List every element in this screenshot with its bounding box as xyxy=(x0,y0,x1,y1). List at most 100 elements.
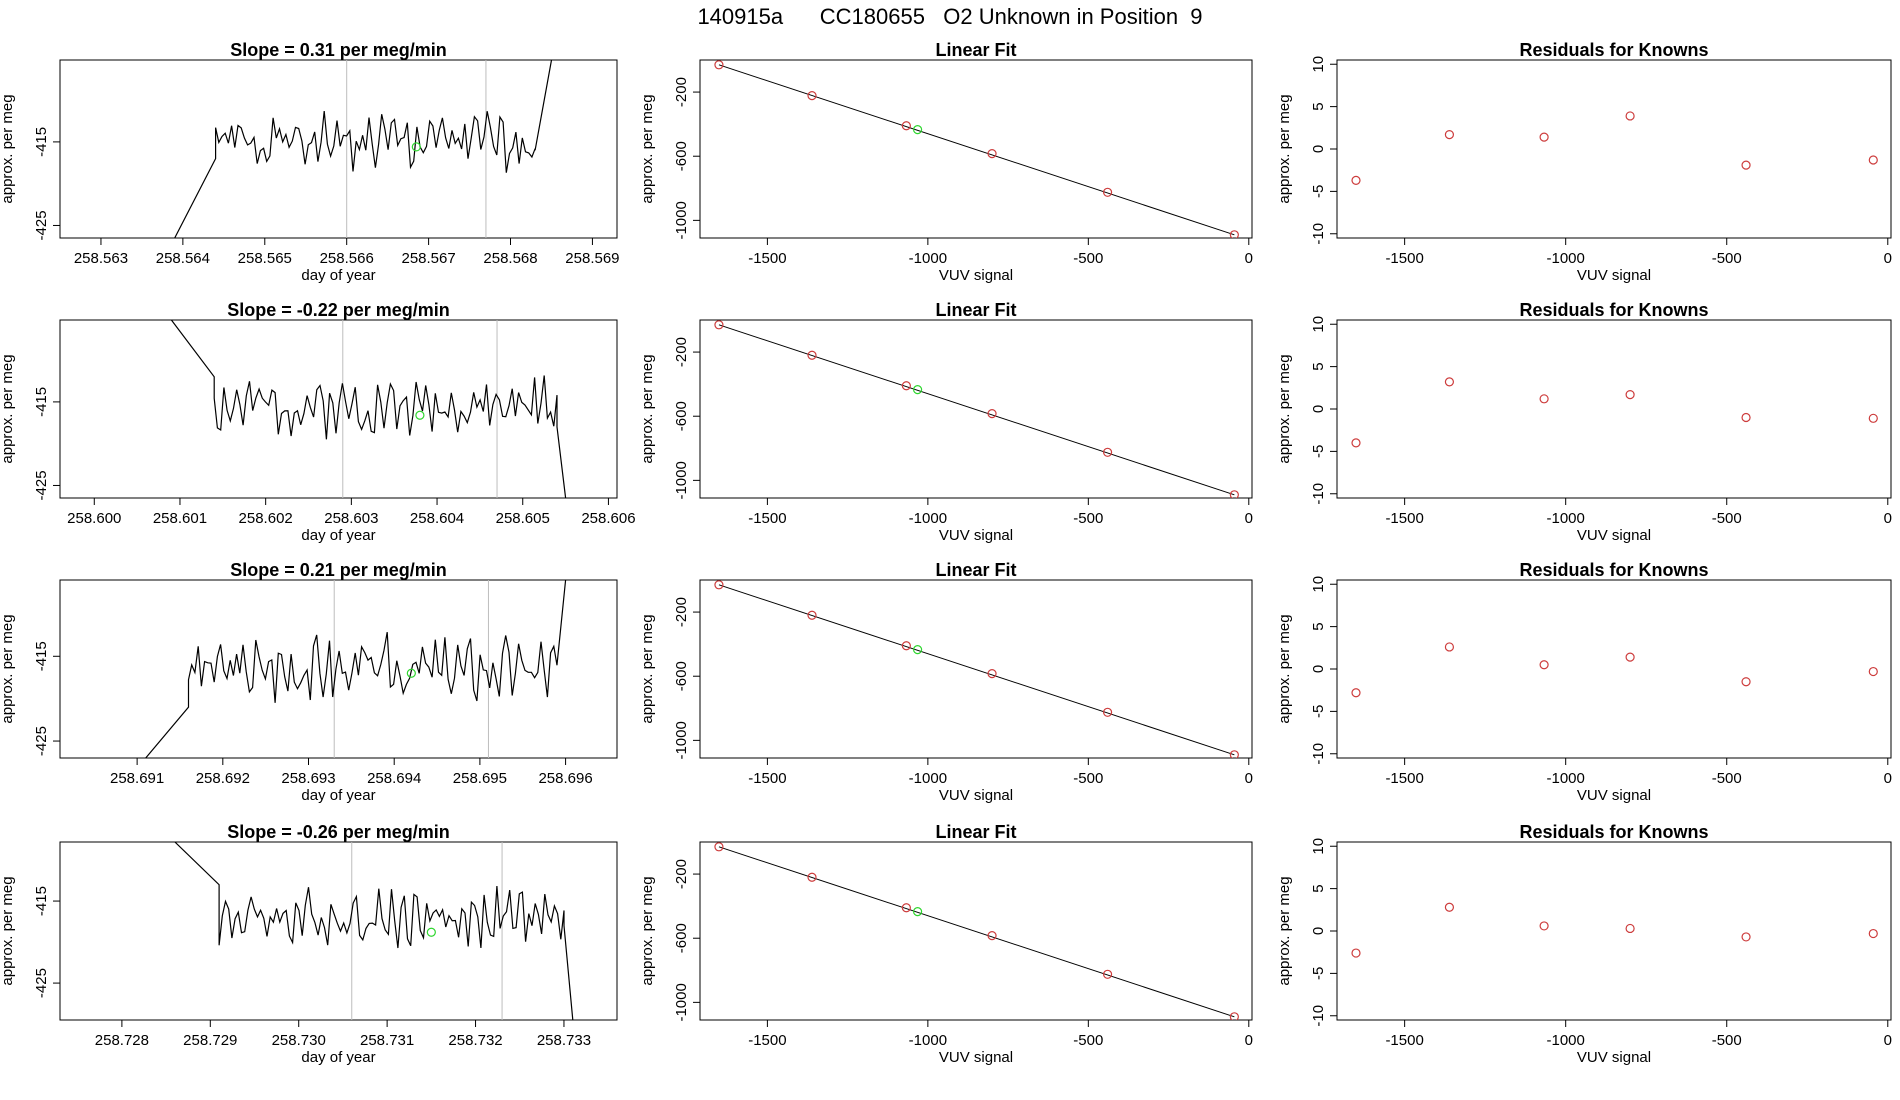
x-tick-label: -500 xyxy=(1073,770,1103,787)
x-axis-label: VUV signal xyxy=(1577,787,1651,804)
y-axis-label: approx. per meg xyxy=(639,354,656,463)
chart-title: Linear Fit xyxy=(935,300,1016,320)
residual-point xyxy=(1741,412,1751,423)
x-tick-label: 0 xyxy=(1245,510,1253,527)
x-tick-label: -500 xyxy=(1712,1032,1742,1049)
panel-drift-3: Slope = -0.26 per meg/min 258.728 258.729 2… xyxy=(0,822,618,1066)
panel-resid-3: Residuals for Knowns -1500 -1000 -500 0 VUV s… xyxy=(1276,822,1892,1066)
x-axis-label: day of year xyxy=(301,527,375,544)
y-tick-label: -425 xyxy=(33,470,50,500)
known-point xyxy=(1102,187,1113,197)
panel-drift-0: Slope = 0.31 per meg/min 258.563 258.564 25… xyxy=(0,40,620,284)
known-point xyxy=(901,903,911,913)
panel-fit-0: Linear Fit -1500 -1000 -500 0 VUV signal -200 -… xyxy=(639,40,1253,284)
y-axis-label: approx. per meg xyxy=(1276,354,1293,463)
unknown-marker xyxy=(406,668,416,678)
plot-frame xyxy=(699,59,1253,239)
chart-title: Slope = -0.22 per meg/min xyxy=(227,300,450,320)
y-tick-label: -200 xyxy=(673,77,690,107)
x-axis-label: VUV signal xyxy=(939,527,1013,544)
plot-area xyxy=(1351,902,1878,958)
x-tick-label: -500 xyxy=(1712,250,1742,267)
unknown-point xyxy=(912,906,923,917)
x-tick-label: 258.696 xyxy=(538,770,592,787)
x-tick-label: 258.695 xyxy=(453,770,507,787)
y-tick-label: -1000 xyxy=(673,983,690,1021)
residual-point xyxy=(1868,155,1878,165)
x-tick-label: 258.600 xyxy=(67,510,121,527)
unknown-point xyxy=(912,124,923,135)
residual-point xyxy=(1539,921,1549,931)
unknown-marker xyxy=(426,927,436,937)
known-point xyxy=(1102,447,1113,457)
page-title: 140915a CC180655 O2 Unknown in Position … xyxy=(697,4,1203,29)
y-tick-label: 5 xyxy=(1310,622,1327,630)
y-tick-label: -600 xyxy=(673,923,690,953)
x-axis-label: VUV signal xyxy=(1577,527,1651,544)
x-tick-label: -1000 xyxy=(909,770,947,787)
y-tick-label: 10 xyxy=(1310,316,1327,333)
panel-resid-1: Residuals for Knowns -1500 -1000 -500 0 VUV s… xyxy=(1276,300,1892,544)
x-tick-label: 258.605 xyxy=(496,510,550,527)
drift-trace xyxy=(174,60,553,238)
plot-area xyxy=(170,320,567,498)
known-point xyxy=(1229,750,1239,758)
plot-frame xyxy=(1336,59,1892,239)
y-tick-label: -1000 xyxy=(673,721,690,759)
y-axis-label: approx. per meg xyxy=(0,614,16,723)
x-tick-label: 258.694 xyxy=(367,770,421,787)
residual-point xyxy=(1741,160,1751,170)
y-tick-label: 0 xyxy=(1310,405,1327,413)
x-tick-label: 258.692 xyxy=(196,770,250,787)
residual-point xyxy=(1539,394,1549,404)
plot-frame xyxy=(699,319,1253,499)
x-tick-label: 258.693 xyxy=(281,770,335,787)
x-tick-label: 258.691 xyxy=(110,770,164,787)
panel-drift-2: Slope = 0.21 per meg/min 258.691 258.692 25… xyxy=(0,560,618,804)
y-tick-label: -415 xyxy=(33,127,50,157)
x-tick-label: -1000 xyxy=(1546,1032,1584,1049)
x-tick-label: 0 xyxy=(1245,1032,1253,1049)
x-tick-label: 258.564 xyxy=(156,250,210,267)
y-axis-label: approx. per meg xyxy=(639,614,656,723)
residual-point xyxy=(1351,948,1361,958)
plot-frame xyxy=(699,579,1253,759)
chart-title: Residuals for Knowns xyxy=(1519,822,1708,842)
x-tick-label: -1500 xyxy=(1385,250,1423,267)
x-tick-label: 258.731 xyxy=(360,1032,414,1049)
residual-point xyxy=(1539,132,1549,142)
x-tick-label: 258.602 xyxy=(239,510,293,527)
panel-drift-1: Slope = -0.22 per meg/min 258.600 258.601 2… xyxy=(0,300,636,544)
x-axis-label: VUV signal xyxy=(939,1049,1013,1066)
x-axis-label: day of year xyxy=(301,1049,375,1066)
y-tick-label: -200 xyxy=(673,859,690,889)
x-tick-label: -1500 xyxy=(1385,770,1423,787)
x-tick-label: -1500 xyxy=(1385,1032,1423,1049)
known-point xyxy=(714,320,724,330)
y-tick-label: -200 xyxy=(673,337,690,367)
y-tick-label: 0 xyxy=(1310,145,1327,153)
x-tick-label: -1000 xyxy=(1546,250,1584,267)
fit-line xyxy=(718,324,1235,496)
x-tick-label: -1000 xyxy=(909,1032,947,1049)
plot-frame xyxy=(59,579,618,759)
y-tick-label: 5 xyxy=(1310,102,1327,110)
plot-area xyxy=(1351,642,1878,698)
x-tick-label: 258.603 xyxy=(324,510,378,527)
panel-resid-0: Residuals for Knowns -1500 -1000 -500 0 VUV s… xyxy=(1276,40,1892,284)
plot-area xyxy=(1351,377,1878,448)
known-point xyxy=(807,350,817,360)
y-tick-label: 0 xyxy=(1310,927,1327,935)
x-tick-label: 258.730 xyxy=(272,1032,326,1049)
unknown-point xyxy=(912,384,923,395)
fit-line xyxy=(718,846,1235,1018)
plot-frame xyxy=(699,841,1253,1021)
plot-area xyxy=(714,580,1239,758)
known-point xyxy=(714,842,724,852)
drift-trace xyxy=(170,320,567,498)
plot-area xyxy=(1351,111,1878,185)
y-tick-label: 5 xyxy=(1310,362,1327,370)
y-tick-label: -425 xyxy=(33,210,50,240)
y-tick-label: -1000 xyxy=(673,461,690,499)
x-tick-label: 0 xyxy=(1884,770,1892,787)
